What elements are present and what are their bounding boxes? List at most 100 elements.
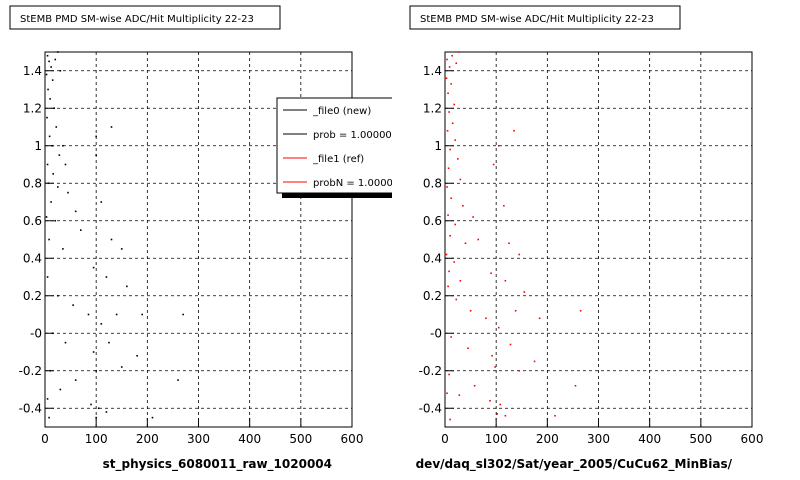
point	[504, 414, 507, 417]
point	[59, 69, 62, 72]
point	[47, 182, 50, 185]
point	[95, 369, 97, 372]
point	[136, 354, 138, 357]
point	[514, 309, 517, 312]
x-tick-label: 400	[638, 432, 661, 446]
point	[533, 360, 536, 363]
title-box	[409, 5, 681, 30]
point	[46, 116, 48, 119]
point	[447, 92, 449, 95]
point	[45, 73, 48, 76]
point	[448, 270, 450, 273]
point	[446, 58, 448, 61]
point	[141, 313, 144, 316]
y-tick-label: -0.4	[19, 401, 42, 415]
point	[54, 58, 57, 61]
chart-title: StEMB PMD SM-wise ADC/Hit Multiplicity 2…	[20, 14, 254, 25]
y-tick-label: 1.2	[423, 101, 442, 115]
chart-title: StEMB PMD SM-wise ADC/Hit Multiplicity 2…	[420, 14, 654, 25]
point	[494, 366, 496, 368]
point	[496, 413, 498, 415]
point	[451, 54, 453, 57]
point	[90, 403, 92, 406]
point	[67, 191, 69, 194]
point	[64, 341, 67, 344]
point	[473, 384, 476, 387]
point	[503, 204, 505, 207]
point	[445, 77, 448, 80]
y-tick-label: 0.8	[23, 176, 42, 190]
legend-label: prob = 1.000000	[313, 130, 398, 141]
point	[538, 317, 541, 320]
y-tick-label: 1.4	[423, 64, 442, 78]
point	[445, 253, 448, 256]
point	[554, 414, 556, 417]
y-tick-label: -0	[30, 326, 42, 340]
point	[92, 266, 95, 269]
point	[518, 369, 520, 372]
point	[447, 167, 450, 170]
point	[459, 178, 462, 181]
point	[115, 313, 118, 316]
point	[56, 51, 59, 53]
point	[51, 144, 53, 147]
point	[74, 210, 77, 213]
point	[72, 304, 74, 306]
y-tick-label: 0.4	[23, 251, 42, 265]
point	[48, 416, 50, 419]
point	[54, 219, 57, 222]
point	[446, 392, 448, 395]
x-axis-label: st_physics_6080011_raw_1020004	[103, 457, 332, 472]
point	[120, 248, 123, 250]
point	[46, 398, 49, 400]
point	[182, 313, 184, 316]
point	[464, 242, 467, 245]
title-box	[9, 5, 281, 30]
x-tick-label: 400	[238, 432, 261, 446]
x-tick-label: 300	[587, 432, 610, 446]
point	[64, 163, 67, 166]
point	[95, 416, 97, 419]
point	[58, 154, 61, 156]
x-tick-label: 600	[341, 432, 364, 446]
x-axis-label: dev/daq_sl302/Sat/year_2005/CuCu62_MinBi…	[416, 457, 733, 472]
point	[56, 294, 59, 297]
y-tick-label: 0.8	[423, 176, 442, 190]
point	[456, 158, 459, 160]
point	[100, 323, 103, 325]
point	[574, 384, 577, 387]
point	[449, 148, 451, 151]
legend: _file0 (new) prob = 1.000000 _file1 (ref) p…	[276, 97, 398, 198]
plot-frame	[44, 51, 353, 428]
point	[448, 111, 450, 113]
point	[74, 379, 77, 381]
point	[454, 139, 457, 141]
point	[490, 272, 492, 275]
point	[453, 261, 456, 263]
point	[453, 103, 456, 106]
plot-frame	[444, 51, 753, 428]
y-tick-label: 0.4	[423, 251, 442, 265]
point	[491, 354, 493, 357]
point	[469, 309, 472, 312]
point	[492, 163, 495, 166]
point	[459, 279, 462, 282]
point	[87, 313, 90, 316]
point	[513, 129, 515, 132]
legend-label: _file0 (new)	[312, 106, 371, 117]
point	[449, 234, 451, 237]
y-tick-label: 0.6	[23, 214, 42, 228]
point	[497, 144, 500, 147]
point	[449, 418, 451, 421]
point	[448, 66, 451, 68]
y-tick-label: 0.2	[423, 289, 442, 303]
point	[49, 98, 51, 100]
point	[151, 416, 154, 419]
point	[108, 341, 110, 344]
point	[105, 411, 108, 413]
y-tick-label: -0.2	[19, 364, 42, 378]
point	[62, 248, 64, 250]
point	[45, 216, 48, 218]
y-tick-label: 0.2	[23, 289, 42, 303]
